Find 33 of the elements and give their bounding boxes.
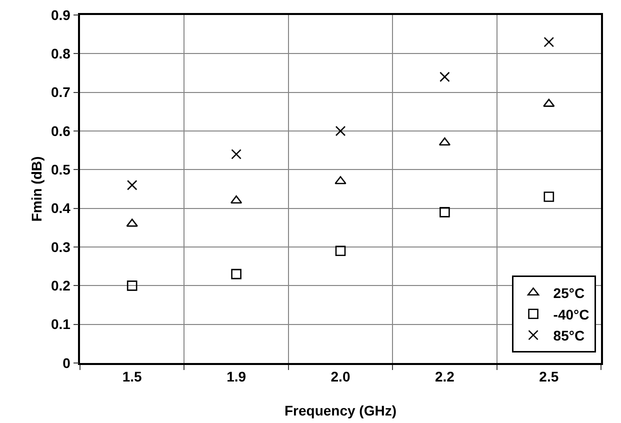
y-tick-label: 0.3 — [50, 238, 71, 255]
x-tick-label: 2.2 — [434, 368, 455, 385]
point — [335, 126, 346, 136]
legend-label: -40°C — [553, 306, 590, 322]
y-tick-label: 0.6 — [50, 122, 71, 139]
point — [231, 268, 242, 280]
y-tick-label: 0.4 — [50, 200, 71, 216]
point — [126, 218, 138, 227]
y-tick-label: 0.9 — [50, 6, 71, 23]
y-tick-label: 0.2 — [50, 278, 71, 294]
point — [334, 176, 346, 184]
point — [440, 207, 450, 218]
point — [231, 149, 242, 160]
x-axis-title: Frequency (GHz) — [284, 402, 397, 418]
point — [544, 36, 554, 48]
point — [126, 280, 138, 291]
x-tick-label: 2.0 — [330, 368, 350, 385]
legend-label: 25°C — [553, 285, 585, 302]
y-tick-label: 0.5 — [50, 162, 71, 178]
point — [440, 72, 450, 82]
point — [126, 180, 138, 190]
y-tick-label: 0.8 — [50, 46, 71, 62]
point — [335, 246, 346, 256]
y-tick-label: 0 — [62, 354, 71, 371]
y-axis-title: Fmin (dB) — [28, 156, 44, 222]
x-tick-label: 1.9 — [226, 368, 246, 385]
legend-label: 85°C — [553, 328, 585, 344]
point — [543, 98, 555, 107]
point — [544, 192, 554, 202]
y-tick-label: 0.7 — [50, 84, 71, 100]
y-tick-label: 0.1 — [50, 316, 71, 332]
x-tick-label: 1.5 — [122, 368, 142, 385]
x-tick-label: 2.5 — [539, 368, 559, 385]
